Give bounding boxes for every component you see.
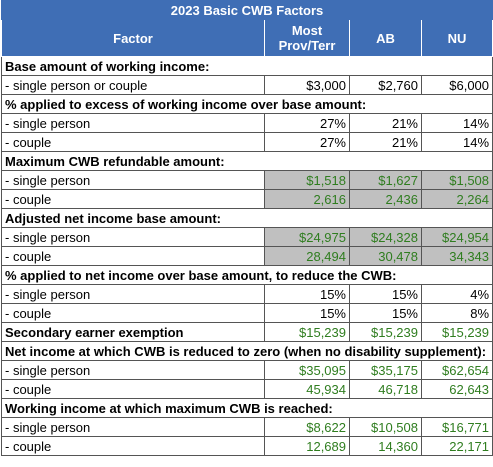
cell-value: 2,616 [264,189,350,209]
section-label: Adjusted net income base amount: [0,208,493,228]
cell-value: 34,343 [420,246,493,266]
cell-value: $15,239 [264,322,350,342]
section-row: Base amount of working income: [0,56,493,76]
cell-value: 28,494 [264,246,350,266]
section-row: % applied to excess of working income ov… [0,94,493,114]
cell-value: 15% [264,303,350,323]
data-row: - single person $24,975 $24,328 $24,954 [1,227,493,247]
cell-value: $15,239 [349,322,422,342]
section-label: Net income at which CWB is reduced to ze… [0,341,493,361]
header-row: Factor Most Prov/Terr AB NU [1,19,493,57]
cell-value: $2,760 [349,75,422,95]
section-row: Maximum CWB refundable amount: [0,151,493,171]
cell-value: 14,360 [349,436,422,456]
data-row: - single person or couple $3,000 $2,760 $6,… [1,75,493,95]
cell-value: 14% [420,132,493,152]
section-label: Maximum CWB refundable amount: [0,151,493,171]
column-header: AB [349,19,422,57]
section-label: Working income at which maximum CWB is r… [0,398,493,418]
row-label: - couple [1,303,265,323]
cell-value: $1,508 [420,170,493,190]
data-row: - single person $35,095 $35,175 $62,654 [1,360,493,380]
cell-value: 2,436 [349,189,422,209]
section-row: Adjusted net income base amount: [0,208,493,228]
cell-value: 21% [349,113,422,133]
cell-value: $24,975 [264,227,350,247]
row-label: - couple [1,132,265,152]
section-label: % applied to net income over base amount… [0,265,493,285]
data-row: - single person $1,518 $1,627 $1,508 [1,170,493,190]
column-header: Most Prov/Terr [264,19,350,57]
row-label: Secondary earner exemption [1,322,265,342]
data-row: - couple 27% 21% 14% [1,132,493,152]
table-title: 2023 Basic CWB Factors [0,0,493,20]
cell-value: $3,000 [264,75,350,95]
cell-value: 15% [349,303,422,323]
column-header: Factor [1,19,265,57]
cell-value: $15,239 [420,322,493,342]
title-row: 2023 Basic CWB Factors [0,0,493,20]
data-row: - single person $8,622 $10,508 $16,771 [1,417,493,437]
cell-value: $24,328 [349,227,422,247]
cell-value: $6,000 [420,75,493,95]
cell-value: 62,643 [420,379,493,399]
cell-value: 8% [420,303,493,323]
row-label: - single person or couple [1,75,265,95]
cell-value: 46,718 [349,379,422,399]
cell-value: 27% [264,132,350,152]
section-row: % applied to net income over base amount… [0,265,493,285]
section-row: Net income at which CWB is reduced to ze… [0,341,493,361]
data-row: Secondary earner exemption $15,239 $15,239… [1,322,493,342]
cell-value: 21% [349,132,422,152]
row-label: - single person [1,417,265,437]
section-label: Base amount of working income: [0,56,493,76]
data-row: - couple 45,934 46,718 62,643 [1,379,493,399]
row-label: - single person [1,227,265,247]
cell-value: 30,478 [349,246,422,266]
row-label: - single person [1,360,265,380]
cell-value: 2,264 [420,189,493,209]
cell-value: 27% [264,113,350,133]
cell-value: $35,095 [264,360,350,380]
cell-value: 15% [349,284,422,304]
cell-value: 22,171 [420,436,493,456]
cell-value: $16,771 [420,417,493,437]
cell-value: $35,175 [349,360,422,380]
cell-value: $8,622 [264,417,350,437]
data-row: - couple 2,616 2,436 2,264 [1,189,493,209]
cell-value: 4% [420,284,493,304]
row-label: - single person [1,284,265,304]
row-label: - couple [1,246,265,266]
row-label: - single person [1,170,265,190]
row-label: - couple [1,436,265,456]
data-row: - couple 28,494 30,478 34,343 [1,246,493,266]
cell-value: $1,627 [349,170,422,190]
row-label: - couple [1,189,265,209]
row-label: - single person [1,113,265,133]
cell-value: 14% [420,113,493,133]
data-row: - single person 27% 21% 14% [1,113,493,133]
cell-value: 12,689 [264,436,350,456]
cell-value: $24,954 [420,227,493,247]
data-row: - single person 15% 15% 4% [1,284,493,304]
cwb-table: 2023 Basic CWB Factors Factor Most Prov/T… [0,0,493,456]
data-row: - couple 15% 15% 8% [1,303,493,323]
data-row: - couple 12,689 14,360 22,171 [1,436,493,456]
cell-value: 15% [264,284,350,304]
cell-value: $10,508 [349,417,422,437]
row-label: - couple [1,379,265,399]
column-header: NU [420,19,493,57]
section-row: Working income at which maximum CWB is r… [0,398,493,418]
cell-value: $1,518 [264,170,350,190]
section-label: % applied to excess of working income ov… [0,94,493,114]
table-body: Base amount of working income: - single p… [0,56,493,456]
cell-value: 45,934 [264,379,350,399]
cell-value: $62,654 [420,360,493,380]
